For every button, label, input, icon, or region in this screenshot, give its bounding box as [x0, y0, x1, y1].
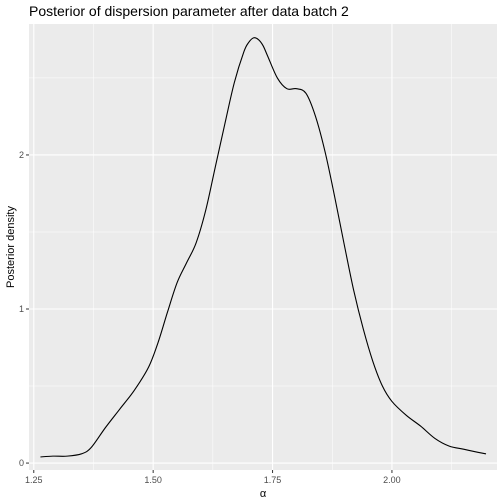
y-tick-label: 2: [19, 150, 24, 160]
chart-title: Posterior of dispersion parameter after …: [29, 3, 349, 19]
tick-labels: 1.25 1.50 1.75 2.00 0 1 2: [19, 150, 401, 485]
x-tick-label: 1.25: [25, 475, 43, 485]
y-tick-label: 1: [19, 304, 24, 314]
x-tick-label: 2.00: [383, 475, 401, 485]
y-axis-label: Posterior density: [5, 206, 17, 288]
axis-ticks: [26, 154, 393, 473]
x-axis-label: α: [260, 488, 267, 500]
grid-lines: [29, 24, 497, 470]
density-curve: [40, 37, 487, 458]
plot-panel: [29, 24, 497, 470]
y-tick-label: 0: [19, 458, 24, 468]
x-tick-label: 1.50: [144, 475, 162, 485]
x-tick-label: 1.75: [264, 475, 282, 485]
